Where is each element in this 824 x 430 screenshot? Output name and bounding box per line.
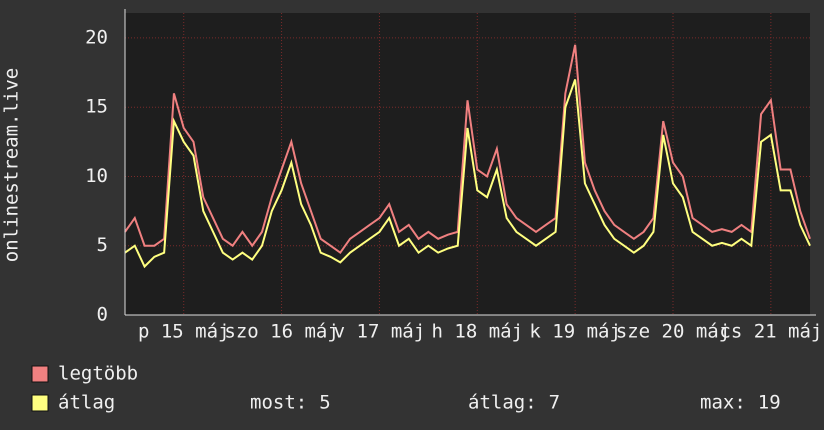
stat-value: 5 [319, 392, 330, 414]
stat-label: max: [700, 392, 746, 414]
legend-label: átlag [58, 392, 115, 414]
x-tick-label: szo 16 máj [224, 321, 338, 343]
x-tick-label: p 15 máj [138, 321, 230, 343]
y-tick-label: 15 [85, 96, 108, 118]
y-tick-label: 20 [85, 26, 108, 48]
y-tick-label: 5 [97, 234, 108, 256]
y-tick-label: 10 [85, 165, 108, 187]
stat-value: 19 [758, 392, 781, 414]
x-tick-label: cs 21 máj [719, 321, 822, 343]
x-tick-label: sze 20 máj [616, 321, 730, 343]
y-tick-label: 0 [97, 304, 108, 326]
legend-swatch [31, 365, 49, 383]
plot-area [125, 13, 810, 315]
stat-value: 7 [549, 392, 560, 414]
legend-swatch [31, 394, 49, 412]
x-tick-label: k 19 máj [529, 321, 621, 343]
line [124, 79, 811, 269]
x-tick-label: v 17 máj [334, 321, 426, 343]
stat-label: átlag: [468, 392, 537, 414]
y-axis-label: onlinestream.live [1, 68, 23, 262]
x-tick-label: h 18 máj [432, 321, 524, 343]
line [124, 44, 811, 255]
legend-label: legtöbb [58, 363, 138, 385]
stat-label: most: [250, 392, 307, 414]
